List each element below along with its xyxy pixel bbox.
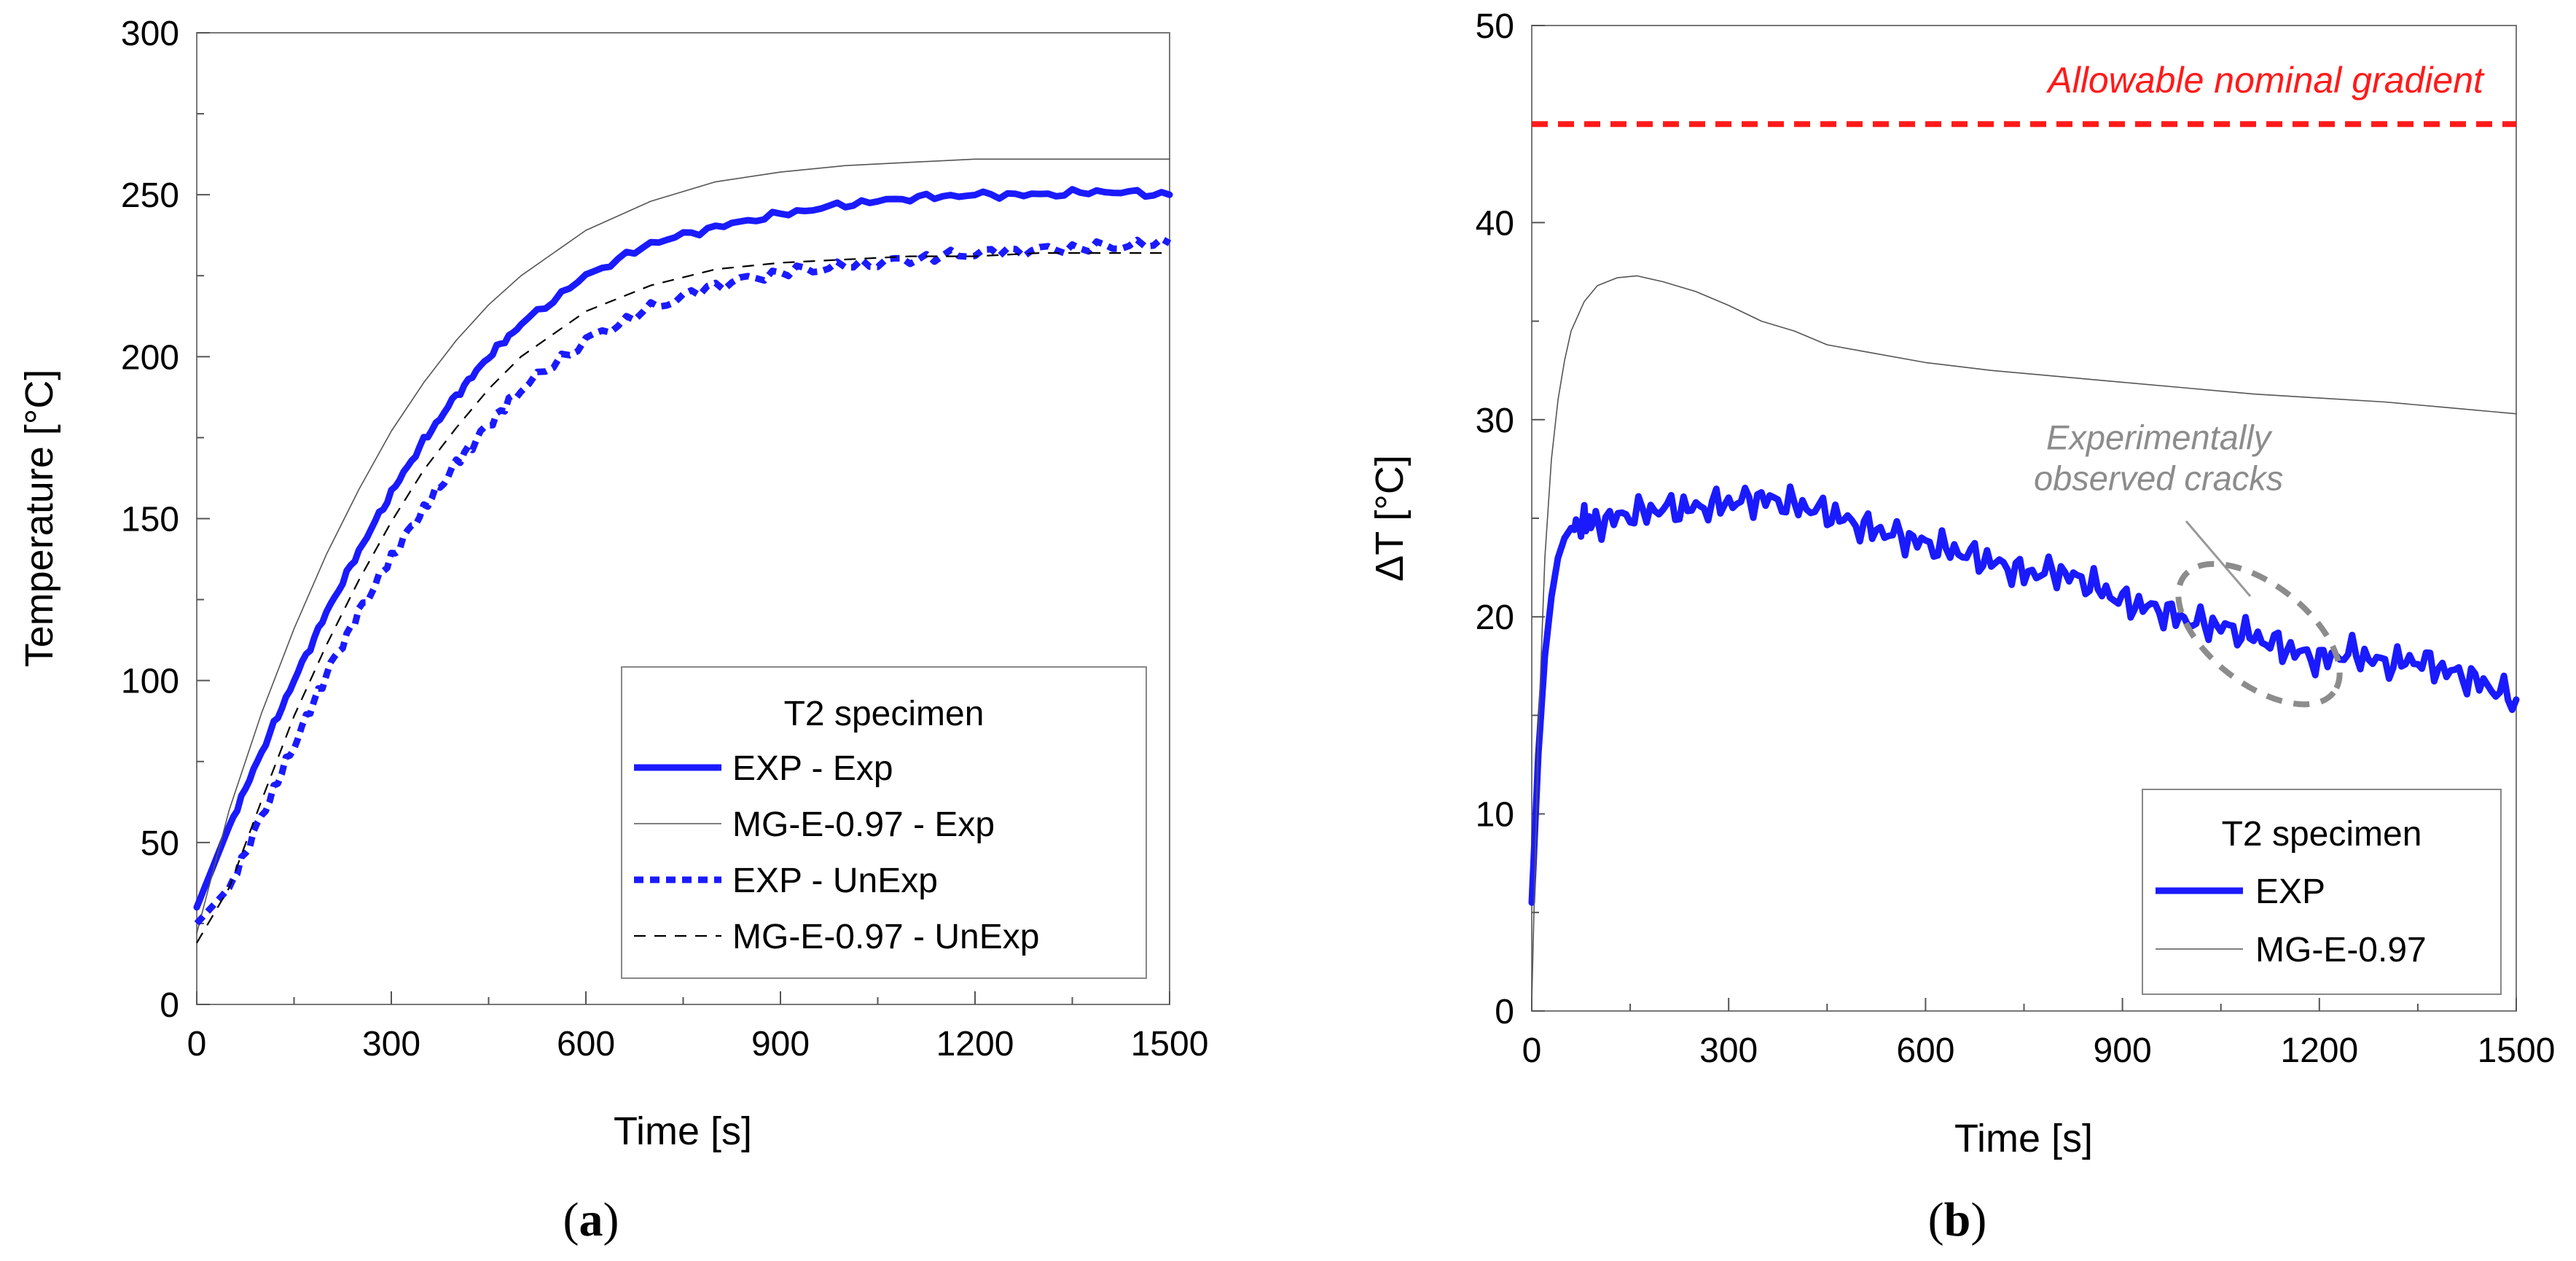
panel-b-xtick-label: 900 [2094,1031,2152,1070]
panel-a-xtick-label: 900 [751,1025,810,1063]
panel-b-xtick-label: 300 [1699,1031,1758,1070]
panel-a-ytick-label: 0 [160,986,179,1025]
panel-a-ytick-label: 150 [121,501,179,539]
panel-a-ytick-label: 50 [141,824,179,863]
panel-a-xtick-label: 600 [557,1025,615,1063]
panel-a-ytick-label: 300 [121,15,179,53]
panel-b-cracks-ellipse [2175,561,2343,708]
panel-b-ticks: 0 300 600 900 1200 1500 0 10 20 30 40 50 [1476,7,2556,1070]
panel-a-legend-label-mg-exp: MG-E-0.97 - Exp [732,805,995,844]
panel-a-ticks: 0 300 600 900 1200 1500 0 50 100 150 200 250 300 [121,15,1208,1063]
panel-b-annotation-cracks: Experimentally observed cracks [2034,418,2343,708]
panel-b-series-exp [1528,483,2520,906]
panel-a-chart: 0 300 600 900 1200 1500 0 50 100 150 200 250 300 Tim… [17,15,1208,1246]
panel-a-xtick-label: 1200 [936,1025,1014,1063]
panel-a-xtick-label: 300 [362,1025,420,1063]
panel-a-xtick-label: 1500 [1131,1025,1209,1063]
panel-a-ylabel: Temperature [°C] [17,370,61,668]
panel-a-legend-title: T2 specimen [784,695,984,733]
panel-b-ylabel: ΔT [°C] [1368,455,1412,582]
panel-b-ytick-label: 0 [1495,993,1514,1031]
panel-b-chart: 0 300 600 900 1200 1500 0 10 20 30 40 50 Allowable … [1368,7,2555,1246]
panel-a-ytick-label: 100 [121,663,179,701]
panel-a-series [193,158,1173,944]
panel-a-caption-close: ) [603,1193,619,1246]
panel-b-annotation-cracks-line2: observed cracks [2034,458,2283,497]
panel-a-series-exp-unexp [194,235,1172,926]
panel-b-caption-open: ( [1928,1193,1944,1246]
panel-b-xtick-label: 0 [1522,1031,1542,1070]
panel-b-legend: T2 specimen EXP MG-E-0.97 [2142,789,2502,995]
panel-b-series-mg-e-0-97 [1531,275,2517,1002]
panel-a-ytick-label: 250 [121,176,179,215]
panel-a-caption-open: ( [563,1193,579,1246]
panel-a-legend-label-mg-unexp: MG-E-0.97 - UnExp [732,918,1039,956]
panel-b-legend-title: T2 specimen [2222,815,2422,854]
panel-a-series-mg-e-0-97-exp [196,158,1170,934]
panel-b-caption-close: ) [1970,1193,1986,1246]
panel-b-series [1528,121,2520,1002]
panel-b-ytick-label: 40 [1476,204,1514,243]
panel-b-xtick-label: 1200 [2280,1031,2358,1070]
panel-b-legend-label-mg: MG-E-0.97 [2255,931,2427,969]
panel-a-legend-label-exp-exp: EXP - Exp [732,749,893,788]
panel-a-legend-box [621,666,1147,979]
panel-b-xtick-label: 1500 [2478,1031,2556,1070]
panel-a-series-exp-exp [193,186,1173,911]
panel-b-ytick-label: 50 [1476,7,1514,46]
panel-b-annotation-cracks-line1: Experimentally [2046,418,2273,456]
panel-a-legend: T2 specimen EXP - Exp MG-E-0.97 - Exp EX… [621,666,1147,979]
panel-a-caption: (a) [563,1193,619,1246]
panel-b-ytick-label: 10 [1476,796,1514,835]
panel-b-xlabel: Time [s] [1954,1117,2093,1160]
panel-a-series-mg-e-0-97-unexp [196,252,1170,944]
panel-b-ytick-label: 30 [1476,402,1514,440]
panel-b-xtick-label: 600 [1896,1031,1954,1070]
panel-b-ytick-label: 20 [1476,598,1514,637]
panel-b-legend-label-exp: EXP [2255,872,2325,911]
panel-a-legend-label-exp-unexp: EXP - UnExp [732,862,938,900]
panel-b-caption: (b) [1928,1193,1987,1246]
panel-a-xlabel: Time [s] [614,1109,752,1153]
panel-a-caption-letter: a [579,1193,603,1246]
panel-b-annotation-allowable: Allowable nominal gradient [2045,60,2485,101]
panel-b-annotation-cracks-arrow [2185,520,2252,597]
panel-b-caption-letter: b [1944,1193,1971,1246]
panel-a-ytick-label: 200 [121,338,179,377]
panel-a-xtick-label: 0 [187,1025,207,1063]
